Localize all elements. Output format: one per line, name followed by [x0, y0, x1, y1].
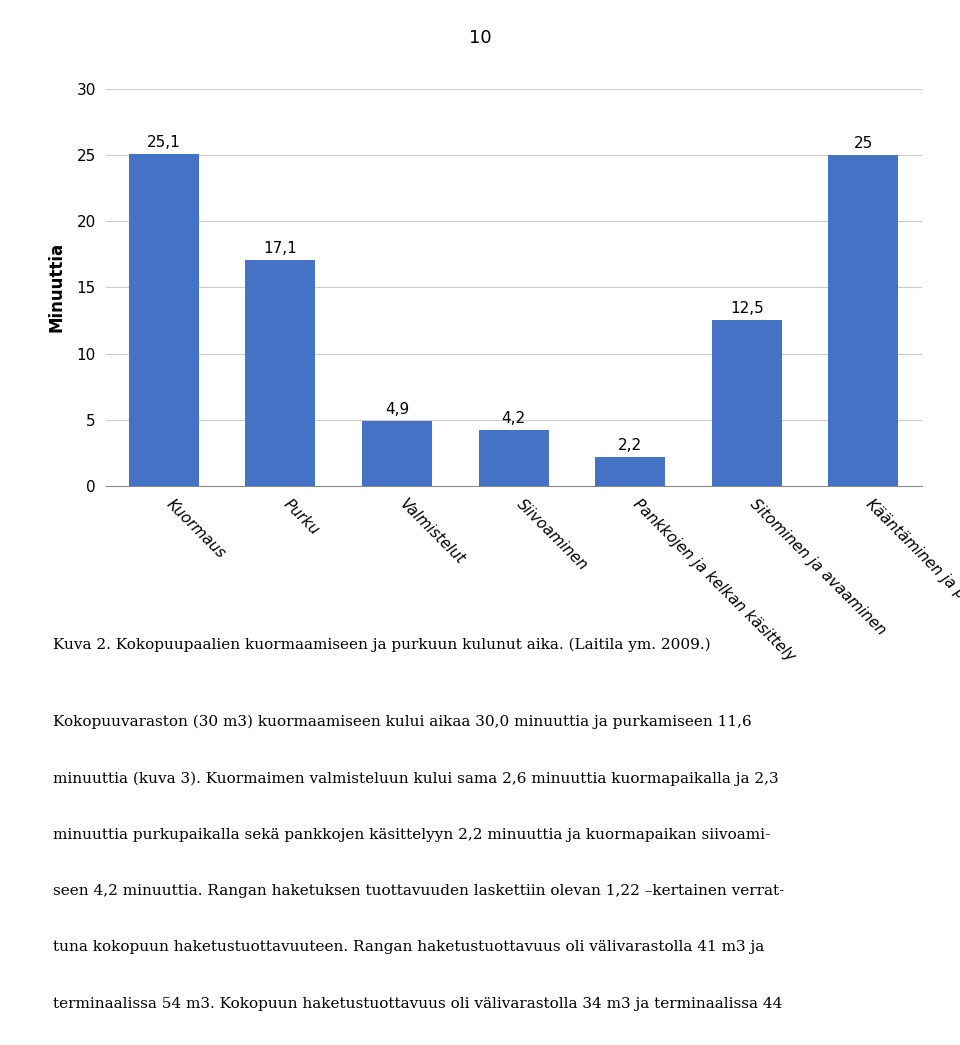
Text: 17,1: 17,1 — [264, 240, 298, 256]
Text: terminaalissa 54 m3. Kokopuun haketustuottavuus oli välivarastolla 34 m3 ja term: terminaalissa 54 m3. Kokopuun haketustuo… — [53, 997, 782, 1011]
Text: Kuva 2. Kokopuupaalien kuormaamiseen ja purkuun kulunut aika. (Laitila ym. 2009.: Kuva 2. Kokopuupaalien kuormaamiseen ja … — [53, 637, 710, 652]
Text: 25: 25 — [853, 136, 873, 152]
Text: 4,9: 4,9 — [385, 402, 409, 417]
Text: 2,2: 2,2 — [618, 438, 642, 452]
Bar — [362, 421, 432, 486]
Text: 25,1: 25,1 — [147, 135, 180, 149]
Bar — [828, 155, 899, 486]
Bar — [595, 457, 665, 486]
Text: Kokopuuvaraston (30 m3) kuormaamiseen kului aikaa 30,0 minuuttia ja purkamiseen : Kokopuuvaraston (30 m3) kuormaamiseen ku… — [53, 715, 752, 729]
Bar — [246, 259, 316, 486]
Text: minuuttia purkupaikalla sekä pankkojen käsittelyyn 2,2 minuuttia ja kuormapaikan: minuuttia purkupaikalla sekä pankkojen k… — [53, 828, 770, 841]
Bar — [129, 154, 199, 486]
Text: 10: 10 — [468, 29, 492, 47]
Text: seen 4,2 minuuttia. Rangan haketuksen tuottavuuden laskettiin olevan 1,22 –kerta: seen 4,2 minuuttia. Rangan haketuksen tu… — [53, 884, 784, 898]
Text: tuna kokopuun haketustuottavuuteen. Rangan haketustuottavuus oli välivarastolla : tuna kokopuun haketustuottavuuteen. Rang… — [53, 940, 764, 954]
Text: minuuttia (kuva 3). Kuormaimen valmisteluun kului sama 2,6 minuuttia kuormapaika: minuuttia (kuva 3). Kuormaimen valmistel… — [53, 771, 779, 786]
Text: 12,5: 12,5 — [730, 302, 763, 317]
Bar — [479, 431, 548, 486]
Text: 4,2: 4,2 — [501, 412, 526, 426]
Y-axis label: Minuuttia: Minuuttia — [47, 242, 65, 332]
Bar — [711, 321, 781, 486]
